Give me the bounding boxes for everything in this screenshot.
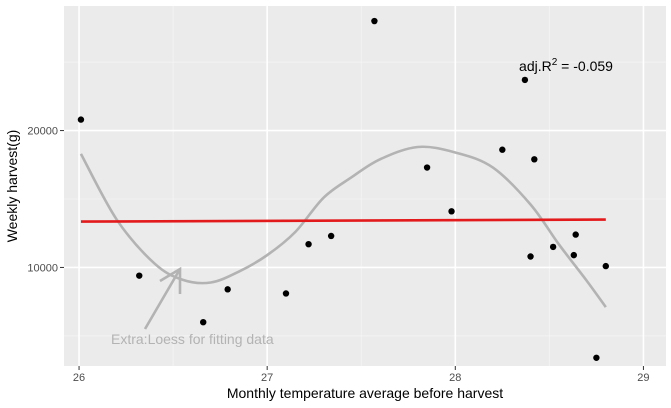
- y-tick-label: 20000: [27, 126, 58, 138]
- y-tick-label: 10000: [27, 262, 58, 274]
- loess-arrow: [143, 266, 182, 330]
- data-point: [77, 116, 85, 123]
- loess-curve: [79, 145, 607, 308]
- data-point: [371, 17, 378, 25]
- data-point: [282, 290, 290, 297]
- data-point: [593, 354, 600, 361]
- data-point: [448, 208, 455, 215]
- data-point: [200, 318, 207, 326]
- data-point: [327, 232, 335, 240]
- x-axis-title: Monthly temperature average before harve…: [227, 385, 503, 401]
- data-point: [305, 240, 312, 248]
- data-point: [423, 164, 431, 171]
- x-axis-ticks: 26 27 28 29: [73, 366, 650, 384]
- linear-fit-line: [80, 218, 606, 223]
- x-tick-label: 27: [261, 372, 273, 384]
- panel-background: [64, 6, 666, 366]
- data-point: [602, 262, 609, 270]
- r2-value: = -0.059: [557, 58, 613, 74]
- data-point: [531, 156, 538, 163]
- data-point: [499, 146, 506, 153]
- x-tick-label: 29: [637, 372, 649, 384]
- data-point: [549, 243, 557, 251]
- data-points: [77, 17, 609, 361]
- fit-lines: [79, 145, 607, 308]
- y-axis-title: Weekly harvest(g): [4, 130, 20, 243]
- minor-gridlines: [64, 6, 666, 366]
- r2-prefix: adj.R: [519, 58, 552, 74]
- x-tick-label: 26: [73, 372, 85, 384]
- r2-superscript: 2: [552, 57, 558, 68]
- loess-label: Extra:Loess for fitting data: [111, 331, 274, 347]
- data-point: [224, 286, 231, 293]
- major-gridlines: [64, 6, 666, 366]
- x-tick-label: 28: [449, 372, 461, 384]
- data-point: [570, 251, 578, 259]
- y-axis-ticks: 10000 20000: [27, 126, 64, 274]
- data-point: [572, 231, 579, 238]
- r2-annotation: adj.R2 = -0.059: [519, 57, 613, 74]
- data-point: [521, 76, 529, 84]
- data-point: [527, 253, 534, 260]
- data-point: [136, 272, 143, 279]
